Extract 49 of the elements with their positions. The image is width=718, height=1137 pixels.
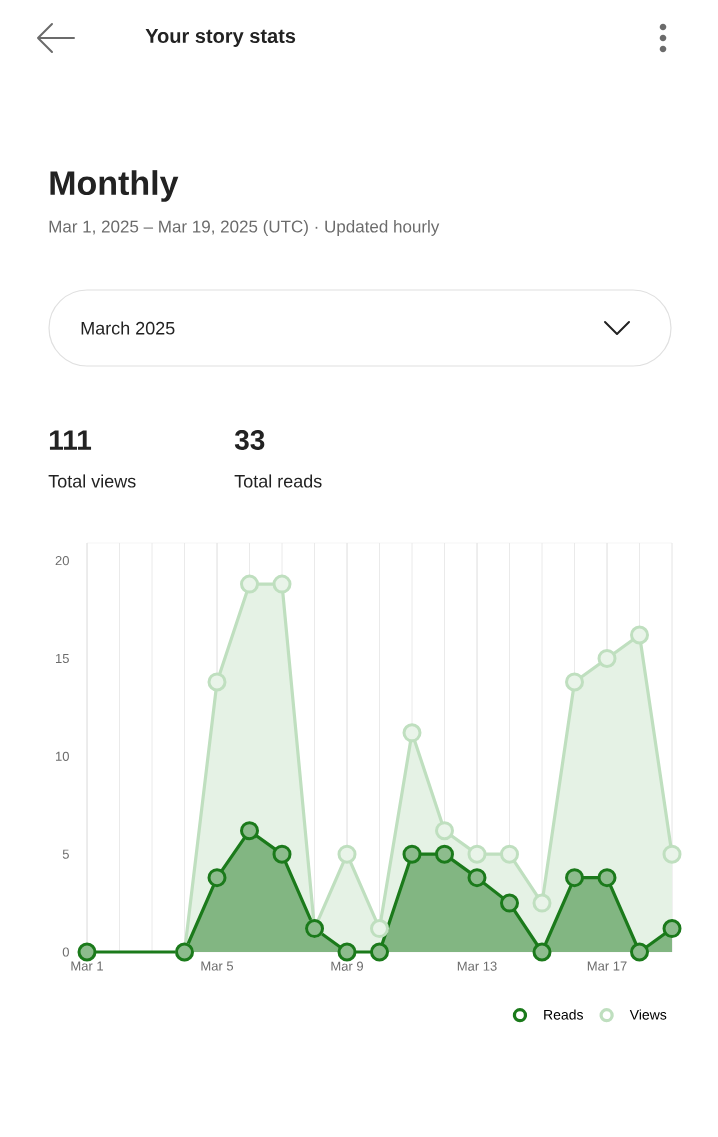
point bbox=[565, 868, 585, 888]
point bbox=[597, 868, 617, 888]
point bbox=[435, 844, 455, 864]
chart-title: Monthly bbox=[50, 170, 179, 202]
text: 111 bbox=[49, 430, 92, 450]
x-tick-label: Mar 13 bbox=[457, 961, 497, 971]
point bbox=[500, 893, 520, 913]
x-tick-label: Mar 1 bbox=[71, 961, 103, 971]
point bbox=[77, 942, 97, 962]
x-tick-label: Mar 17 bbox=[587, 961, 627, 971]
point bbox=[337, 942, 357, 962]
legend-label: Reads bbox=[544, 1009, 583, 1020]
x-tick-label: Mar 9 bbox=[331, 961, 363, 971]
point bbox=[240, 821, 259, 841]
point bbox=[532, 942, 552, 962]
point bbox=[337, 844, 357, 864]
text: Total reads bbox=[234, 474, 322, 488]
point bbox=[662, 844, 682, 864]
point bbox=[500, 844, 520, 864]
point bbox=[532, 893, 552, 913]
point bbox=[597, 648, 617, 668]
y-tick-label: 10 bbox=[56, 751, 69, 761]
y-tick-label: 15 bbox=[56, 653, 69, 663]
point bbox=[207, 672, 227, 692]
text: March 2025 bbox=[81, 321, 175, 335]
point bbox=[207, 868, 227, 888]
point bbox=[662, 919, 682, 939]
y-tick-label: 0 bbox=[62, 947, 69, 957]
y-tick-label: 5 bbox=[62, 849, 69, 859]
point bbox=[370, 919, 389, 939]
point bbox=[435, 821, 455, 841]
point bbox=[630, 625, 650, 645]
chart-subtitle: Mar 1, 2025 – Mar 19, 2025 (UTC) · Updated hourly bbox=[49, 220, 440, 236]
point bbox=[272, 574, 292, 594]
text: 33 bbox=[234, 430, 265, 450]
point bbox=[467, 844, 487, 864]
y-tick-label: 20 bbox=[55, 556, 69, 566]
x-tick-label: Mar 5 bbox=[201, 961, 234, 971]
point bbox=[370, 942, 389, 962]
point bbox=[565, 672, 585, 692]
point bbox=[272, 844, 292, 864]
point bbox=[402, 723, 422, 743]
text: Your story stats bbox=[145, 29, 296, 47]
text: Total views bbox=[48, 474, 136, 488]
point bbox=[630, 942, 650, 962]
point bbox=[402, 844, 422, 864]
legend-label: Views bbox=[629, 1009, 667, 1020]
point bbox=[467, 868, 487, 888]
point bbox=[240, 574, 259, 594]
